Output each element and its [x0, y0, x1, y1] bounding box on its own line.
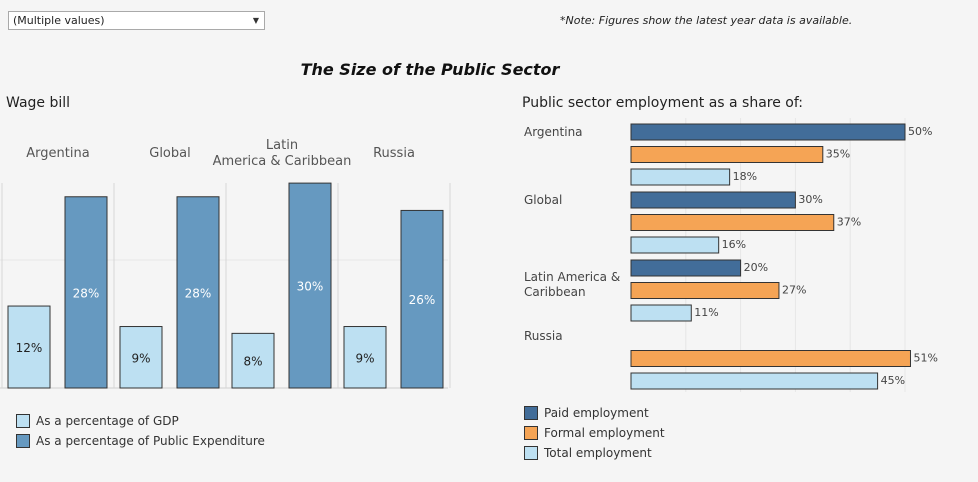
wage-bar-label: 9%: [355, 351, 374, 365]
employment-bar-label: 35%: [826, 148, 850, 161]
wage-bar-russia-gdp: [343, 326, 387, 389]
employment-bar-label: 51%: [913, 352, 937, 365]
employment-bar-label: 27%: [782, 284, 806, 297]
legend-swatch-total: [524, 446, 538, 460]
employment-bar-label: 37%: [837, 216, 861, 229]
wage-bar-label: 30%: [297, 280, 324, 294]
wage-bill-legend: As a percentage of GDP As a percentage o…: [16, 411, 265, 451]
employment-category-argentina: Argentina: [524, 125, 583, 139]
wage-bar-label: 9%: [131, 351, 150, 365]
legend-item-gdp[interactable]: As a percentage of GDP: [16, 411, 265, 431]
employment-bar-label: 20%: [744, 261, 768, 274]
wage-category-argentina: Argentina: [26, 146, 89, 161]
wage-bar-label: 28%: [73, 286, 100, 300]
legend-swatch-formal: [524, 426, 538, 440]
wage-bar-russia-expenditure: [400, 209, 444, 389]
employment-category-russia: Russia: [524, 329, 563, 343]
employment-bar-argentina-paid: [630, 123, 906, 141]
employment-bar-russia-formal: [630, 350, 911, 367]
employment-bar-label: 16%: [722, 238, 746, 251]
legend-swatch-gdp: [16, 414, 30, 428]
wage-bar-argentina-gdp: [7, 305, 51, 389]
legend-item-paid[interactable]: Paid employment: [524, 403, 665, 423]
legend-label-formal: Formal employment: [544, 426, 665, 440]
employment-bar-argentina-formal: [630, 146, 824, 163]
employment-legend: Paid employment Formal employment Total …: [524, 403, 665, 463]
employment-chart-title: Public sector employment as a share of:: [522, 95, 804, 111]
country-filter-dropdown[interactable]: (Multiple values) ▼: [8, 11, 265, 30]
legend-label-paid: Paid employment: [544, 406, 649, 420]
wage-bar-global-gdp: [119, 326, 163, 389]
wage-bar-global-expenditure: [176, 196, 220, 389]
wage-bar-label: 26%: [409, 293, 436, 307]
employment-bar-global-total: [630, 236, 720, 254]
legend-label-total: Total employment: [544, 446, 652, 460]
employment-category-global: Global: [524, 193, 562, 207]
legend-item-total[interactable]: Total employment: [524, 443, 665, 463]
chevron-down-icon[interactable]: ▼: [252, 16, 259, 25]
wage-category-global: Global: [149, 146, 190, 161]
filter-value: (Multiple values): [13, 14, 105, 27]
legend-swatch-expenditure: [16, 434, 30, 448]
legend-item-expenditure[interactable]: As a percentage of Public Expenditure: [16, 431, 265, 451]
data-note: *Note: Figures show the latest year data…: [560, 14, 853, 27]
wage-bar-label: 8%: [243, 355, 262, 369]
legend-label-expenditure: As a percentage of Public Expenditure: [36, 434, 265, 448]
page-title: The Size of the Public Sector: [300, 60, 560, 79]
employment-bar-russia-total: [630, 372, 879, 390]
employment-bar-label: 11%: [694, 306, 718, 319]
wage-category-russia: Russia: [373, 146, 415, 161]
employment-bar-argentina-total: [630, 168, 731, 186]
employment-bar-global-paid: [630, 191, 796, 209]
legend-item-formal[interactable]: Formal employment: [524, 423, 665, 443]
employment-bar-label: 45%: [881, 374, 905, 387]
employment-category-latin-america-caribbean: Latin America & Caribbean: [524, 270, 620, 299]
wage-bar-label: 12%: [16, 341, 43, 355]
wage-bar-latin-america-caribbean-gdp: [231, 332, 275, 389]
wage-category-latin-america-caribbean: Latin America & Caribbean: [213, 138, 352, 169]
legend-label-gdp: As a percentage of GDP: [36, 414, 179, 428]
employment-bar-global-formal: [630, 214, 835, 231]
employment-bar-label: 30%: [798, 193, 822, 206]
wage-bill-title: Wage bill: [6, 95, 71, 111]
wage-bar-label: 28%: [185, 286, 212, 300]
employment-bar-latin-america-caribbean-paid: [630, 259, 742, 277]
wage-bar-latin-america-caribbean-expenditure: [288, 182, 332, 389]
employment-bar-latin-america-caribbean-formal: [630, 282, 780, 299]
employment-bar-latin-america-caribbean-total: [630, 304, 692, 322]
wage-bar-argentina-expenditure: [64, 196, 108, 389]
employment-bar-label: 50%: [908, 125, 932, 138]
legend-swatch-paid: [524, 406, 538, 420]
employment-bar-label: 18%: [733, 170, 757, 183]
